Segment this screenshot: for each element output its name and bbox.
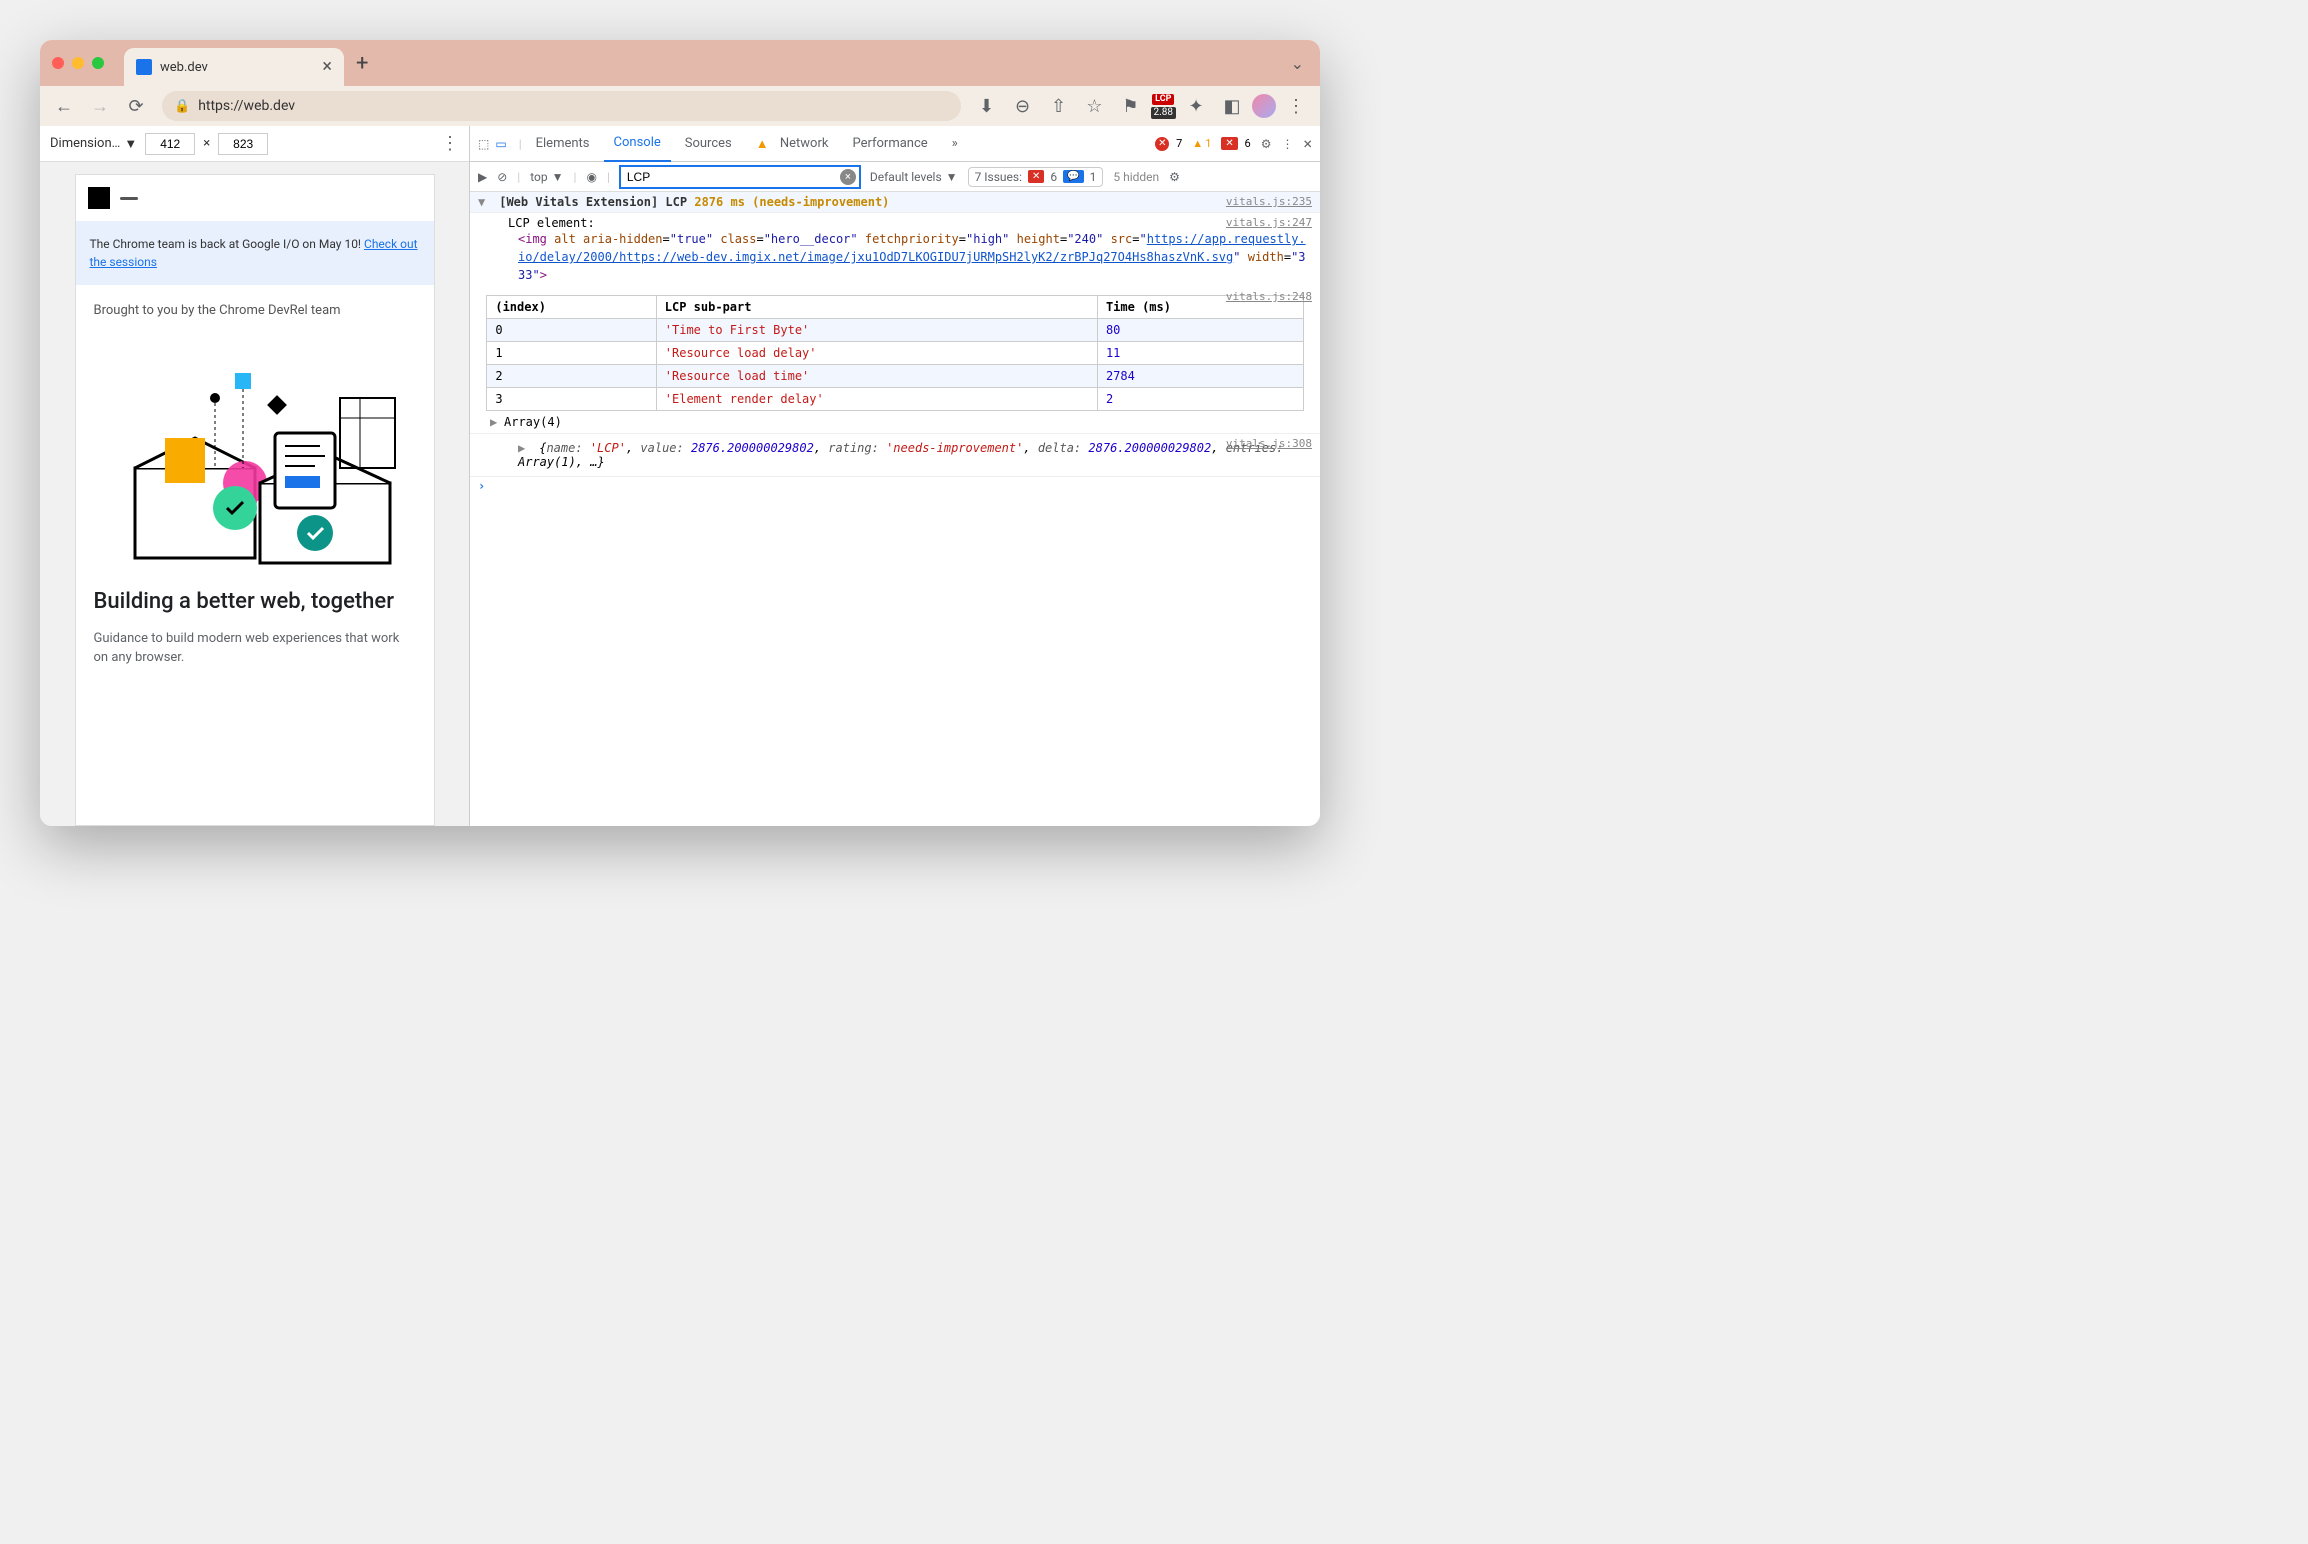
new-tab-button[interactable]: +	[356, 51, 368, 76]
dimensions-dropdown[interactable]: Dimension…▼	[50, 136, 137, 152]
browser-window: web.dev × + ⌄ ← → ⟳ 🔒 https://web.dev ⬇ …	[40, 40, 1320, 826]
clear-filter-icon[interactable]: ×	[840, 169, 856, 185]
profile-avatar[interactable]	[1252, 94, 1276, 118]
context-selector[interactable]: top ▼	[530, 170, 563, 184]
install-icon[interactable]: ⬇	[971, 90, 1003, 122]
tabs-overflow-icon[interactable]: »	[942, 126, 968, 162]
lcp-breakdown-table: (index) LCP sub-part Time (ms) 0'Time to…	[486, 295, 1303, 411]
expand-icon[interactable]: ▶	[490, 415, 500, 429]
device-menu-icon[interactable]: ⋮	[441, 133, 459, 154]
devtools-tabs: ⬚ ▭ | Elements Console Sources ▲ Network…	[470, 126, 1320, 162]
address-bar[interactable]: 🔒 https://web.dev	[162, 91, 961, 121]
hero-illustration	[94, 338, 416, 568]
flag-icon[interactable]: ⚑	[1115, 90, 1147, 122]
lock-icon: 🔒	[174, 99, 190, 114]
console-filter-input[interactable]	[620, 166, 860, 188]
tabs-dropdown-icon[interactable]: ⌄	[1291, 54, 1304, 73]
titlebar: web.dev × + ⌄	[40, 40, 1320, 86]
tab-network[interactable]: ▲ Network	[746, 126, 839, 162]
hidden-count: 5 hidden	[1113, 170, 1159, 184]
bookmark-icon[interactable]: ☆	[1079, 90, 1111, 122]
error-count[interactable]: ✕ 7	[1155, 137, 1182, 151]
viewport-height-input[interactable]	[218, 133, 268, 155]
window-minimize-button[interactable]	[72, 57, 84, 69]
expand-icon[interactable]: ▼	[478, 195, 488, 209]
lcp-extension-badge[interactable]: LCP 2.88	[1151, 94, 1177, 119]
viewport-preview: The Chrome team is back at Google I/O on…	[40, 162, 469, 826]
announcement-banner: The Chrome team is back at Google I/O on…	[76, 221, 434, 285]
viewport-width-input[interactable]	[145, 133, 195, 155]
blocked-count[interactable]: ✕ 6	[1221, 137, 1250, 150]
window-maximize-button[interactable]	[92, 57, 104, 69]
clear-console-icon[interactable]: ⊘	[497, 170, 507, 184]
inspect-icon[interactable]: ⬚	[478, 137, 489, 151]
dimension-separator: ×	[203, 136, 210, 151]
table-row: 2'Resource load time'2784	[487, 365, 1303, 388]
back-button[interactable]: ←	[48, 90, 80, 122]
tab-favicon	[136, 59, 152, 75]
table-row: 1'Resource load delay'11	[487, 342, 1303, 365]
console-output: vitals.js:235 ▼ [Web Vitals Extension] L…	[470, 192, 1320, 826]
device-toggle-icon[interactable]: ▭	[495, 137, 506, 151]
zoom-icon[interactable]: ⊖	[1007, 90, 1039, 122]
source-link[interactable]: vitals.js:247	[1226, 216, 1312, 229]
console-settings-icon[interactable]: ⚙	[1169, 170, 1180, 184]
table-header: (index)	[487, 296, 656, 319]
reload-button[interactable]: ⟳	[120, 90, 152, 122]
device-toolbar: Dimension…▼ × ⋮	[40, 126, 469, 162]
subtitle: Brought to you by the Chrome DevRel team	[94, 303, 416, 318]
log-entry[interactable]: vitals.js:235 ▼ [Web Vitals Extension] L…	[470, 192, 1320, 213]
browser-tab[interactable]: web.dev ×	[124, 48, 344, 86]
device-preview-pane: Dimension…▼ × ⋮ The Chrome team is back …	[40, 126, 470, 826]
mobile-viewport[interactable]: The Chrome team is back at Google I/O on…	[75, 174, 435, 826]
source-link[interactable]: vitals.js:235	[1226, 195, 1312, 208]
console-toolbar: ▶ ⊘ | top ▼ | ◉ | × Default levels ▼ 7 I…	[470, 162, 1320, 192]
issues-counter[interactable]: 7 Issues: ✕6 💬1	[968, 167, 1104, 187]
site-header	[76, 175, 434, 221]
extensions-icon[interactable]: ✦	[1180, 90, 1212, 122]
object-preview: ▶ {name: 'LCP', value: 2876.200000029802…	[478, 437, 1312, 473]
table-header: LCP sub-part	[656, 296, 1097, 319]
live-expression-icon[interactable]: ◉	[586, 170, 596, 184]
content-area: Dimension…▼ × ⋮ The Chrome team is back …	[40, 126, 1320, 826]
tab-elements[interactable]: Elements	[526, 126, 600, 162]
traffic-lights	[52, 57, 104, 69]
forward-button[interactable]: →	[84, 90, 116, 122]
site-logo[interactable]	[88, 187, 110, 209]
tab-console[interactable]: Console	[604, 126, 671, 162]
log-entry[interactable]: vitals.js:247 LCP element: <img alt aria…	[470, 213, 1320, 287]
url-text: https://web.dev	[198, 98, 295, 114]
devtools-close-icon[interactable]: ×	[1303, 134, 1312, 153]
sidepanel-icon[interactable]: ◧	[1216, 90, 1248, 122]
share-icon[interactable]: ⇧	[1043, 90, 1075, 122]
menu-icon[interactable]: ⋮	[1280, 90, 1312, 122]
banner-text: The Chrome team is back at Google I/O on…	[90, 237, 365, 251]
source-link[interactable]: vitals.js:308	[1226, 437, 1312, 450]
tab-close-button[interactable]: ×	[322, 58, 332, 76]
tab-performance[interactable]: Performance	[842, 126, 937, 162]
source-link[interactable]: vitals.js:248	[1226, 290, 1312, 303]
devtools-menu-icon[interactable]: ⋮	[1281, 137, 1293, 151]
window-close-button[interactable]	[52, 57, 64, 69]
page-description: Guidance to build modern web experiences…	[94, 629, 416, 668]
table-row: 0'Time to First Byte'80	[487, 319, 1303, 342]
tab-title: web.dev	[160, 60, 314, 75]
log-label: LCP element:	[478, 216, 1312, 230]
html-element-dump: <img alt aria-hidden="true" class="hero_…	[478, 230, 1312, 284]
log-levels-selector[interactable]: Default levels ▼	[870, 170, 958, 184]
settings-icon[interactable]: ⚙	[1261, 137, 1272, 151]
tab-sources[interactable]: Sources	[675, 126, 742, 162]
devtools-panel: ⬚ ▭ | Elements Console Sources ▲ Network…	[470, 126, 1320, 826]
hamburger-icon[interactable]	[120, 197, 138, 200]
console-prompt[interactable]: ›	[470, 477, 1320, 495]
warning-count[interactable]: ▲1	[1192, 137, 1211, 150]
table-row: 3'Element render delay'2	[487, 388, 1303, 411]
page-body: Brought to you by the Chrome DevRel team	[76, 285, 434, 686]
console-sidebar-toggle[interactable]: ▶	[478, 170, 487, 184]
page-heading: Building a better web, together	[94, 588, 416, 617]
url-bar: ← → ⟳ 🔒 https://web.dev ⬇ ⊖ ⇧ ☆ ⚑ LCP 2.…	[40, 86, 1320, 126]
log-entry[interactable]: vitals.js:308 ▶ {name: 'LCP', value: 287…	[470, 434, 1320, 477]
log-entry[interactable]: vitals.js:248 (index) LCP sub-part Time …	[470, 287, 1320, 434]
expand-icon[interactable]: ▶	[518, 441, 528, 455]
